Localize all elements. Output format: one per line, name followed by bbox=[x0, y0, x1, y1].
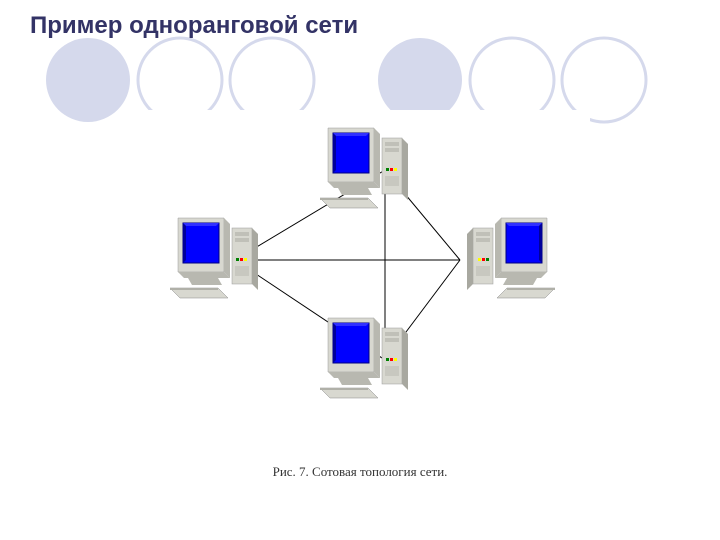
network-diagram: Рис. 7. Сотовая топология сети. bbox=[130, 110, 590, 490]
page-title: Пример одноранговой сети bbox=[30, 12, 358, 40]
computer-icon bbox=[320, 310, 420, 400]
computer-icon bbox=[455, 210, 555, 300]
network-node-right bbox=[455, 210, 555, 305]
computer-icon bbox=[320, 120, 420, 210]
network-node-left bbox=[170, 210, 270, 305]
figure-caption: Рис. 7. Сотовая топология сети. bbox=[273, 464, 448, 480]
network-node-top bbox=[320, 120, 420, 215]
computer-icon bbox=[170, 210, 270, 300]
network-node-bottom bbox=[320, 310, 420, 405]
